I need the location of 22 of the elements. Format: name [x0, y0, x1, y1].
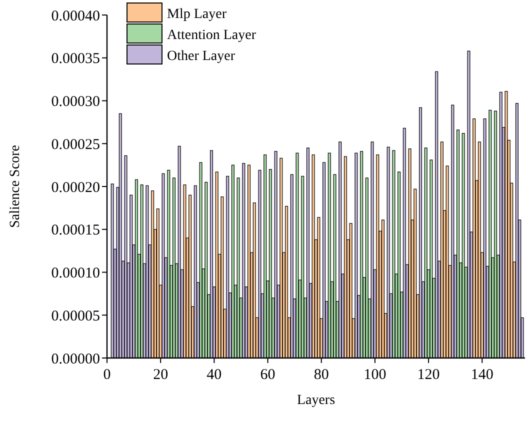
x-tick-label: 60 [260, 367, 276, 383]
x-tick-label: 20 [153, 367, 168, 383]
x-tick-label: 120 [417, 367, 440, 383]
y-axis-title: Salience Score [8, 145, 23, 228]
y-tick-label: 0.00040 [51, 8, 100, 24]
x-tick-label: 80 [314, 367, 329, 383]
y-tick-label: 0.00025 [51, 136, 100, 153]
y-tick-label: 0.00020 [51, 180, 100, 196]
legend-label: Other Layer [167, 48, 236, 64]
x-tick-label: 40 [206, 367, 222, 383]
x-tick-label: 100 [364, 367, 386, 383]
legend-label: Mlp Layer [167, 6, 227, 22]
y-tick-label: 0.00030 [51, 94, 100, 110]
y-tick-label: 0.00000 [51, 351, 100, 368]
y-tick-label: 0.00005 [51, 308, 100, 324]
x-tick-label: 0 [103, 367, 111, 383]
y-tick-label: 0.00015 [51, 222, 100, 239]
x-axis-title: Layers [296, 393, 336, 408]
legend-label: Attention Layer [167, 28, 256, 43]
y-tick-label: 0.00010 [51, 266, 100, 282]
y-tick-label: 0.00035 [51, 51, 100, 68]
x-tick-label: 140 [470, 367, 494, 383]
